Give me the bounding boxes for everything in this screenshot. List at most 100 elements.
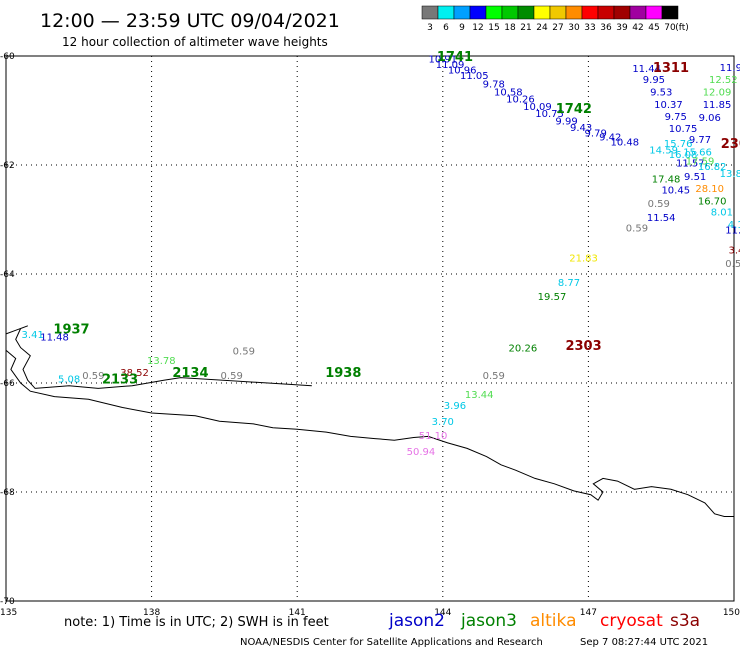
scale-swatch: [645, 5, 663, 20]
wave-height-label: 9.95: [643, 75, 665, 86]
legend-entry-jason3: jason3: [460, 611, 517, 631]
scale-swatch: [565, 5, 583, 20]
wave-height-label: 13.88: [720, 169, 740, 180]
scale-label: 15: [488, 23, 499, 33]
scale-swatch: [453, 5, 471, 20]
wave-height-label: 8.77: [558, 278, 580, 289]
wave-height-label: 10.75: [669, 124, 698, 135]
wave-height-label: 10.09: [523, 102, 552, 113]
scale-swatch: [517, 5, 535, 20]
wave-height-label: 10.75: [535, 109, 564, 120]
wave-height-label: 9.99: [555, 116, 577, 127]
wave-height-label: 11.05: [460, 71, 489, 82]
y-tick-label: -70: [0, 597, 15, 607]
wave-height-label: 15.76: [664, 139, 693, 150]
scale-swatch: [485, 5, 503, 20]
wave-height-label: 28.10: [695, 184, 724, 195]
legend-entry-s3a: s3a: [670, 611, 700, 631]
wave-height-label: 11.57: [676, 158, 705, 169]
scale-label: 36: [600, 23, 612, 33]
chart-subtitle: 12 hour collection of altimeter wave hei…: [62, 35, 328, 49]
scale-label: 3: [427, 23, 433, 33]
scale-label: 27: [552, 23, 563, 33]
scale-swatch: [581, 5, 599, 20]
wave-height-label: 8.01: [711, 207, 733, 218]
wave-height-label: 11.6: [725, 225, 740, 236]
x-tick-label: 144: [434, 608, 451, 618]
scale-swatch: [597, 5, 615, 20]
legend-entry-cryosat: cryosat: [600, 611, 663, 631]
y-tick-label: -62: [0, 161, 15, 171]
scale-swatch: [437, 5, 455, 20]
wave-height-label: 38.52: [120, 368, 149, 379]
grid-lines: [6, 56, 734, 601]
scale-label: 42: [632, 23, 643, 33]
wave-height-label: 50.94: [407, 447, 436, 458]
satellite-legend: jason2 jason3 altika cryosat s3a: [388, 611, 700, 631]
wave-height-label: 11.54: [647, 213, 676, 224]
track-time-label: 2133: [102, 373, 138, 388]
wave-height-label: 10.48: [610, 138, 639, 149]
wave-height-points: 10.9111.0910.9611.059.7810.5810.2610.091…: [22, 55, 740, 458]
wave-height-label: 13.78: [147, 356, 176, 367]
scale-label: 33: [584, 23, 595, 33]
wave-height-label: 12.52: [709, 75, 738, 86]
wave-height-label: 51.10: [419, 431, 448, 442]
scale-label: 39: [616, 23, 628, 33]
wave-height-label: 10.58: [494, 87, 523, 98]
wave-height-label: 3.70: [432, 417, 454, 428]
scale-swatch: [469, 5, 487, 20]
wave-height-label: 9.51: [684, 172, 706, 183]
x-tick-label: 138: [143, 608, 160, 618]
wave-height-label: 0.59: [221, 371, 243, 382]
wave-height-label: 0.59: [648, 199, 670, 210]
track-time-label: 1741: [437, 50, 473, 65]
x-tick-label: 147: [580, 608, 597, 618]
x-tick-label: 135: [0, 608, 17, 618]
wave-height-label: 10.45: [661, 186, 690, 197]
wave-height-label: 10.37: [654, 100, 683, 111]
x-tick-label: 150: [723, 608, 740, 618]
wave-height-label: 17.59: [686, 157, 715, 168]
y-tick-label: -66: [0, 379, 15, 389]
wave-height-label: 0.59: [483, 371, 505, 382]
wave-height-label: 0.59: [626, 224, 648, 235]
wave-height-label: 10.96: [448, 66, 477, 77]
axis-ticks: 135 138 141 144 147 150 -60 -62 -64 -66 -68 -70: [0, 52, 740, 618]
wave-height-label: 11.44: [632, 64, 661, 75]
wave-height-label: 3.4: [728, 245, 740, 256]
track-time-labels: 1741 1742 1311 2302 2303 1938 1937 2134 2133: [53, 50, 740, 388]
generated-timestamp: Sep 7 08:27:44 UTC 2021: [580, 637, 708, 648]
wave-height-label: 16.08: [669, 150, 698, 161]
scale-label: 9: [459, 23, 465, 33]
wave-height-label: 9.42: [599, 133, 621, 144]
y-tick-label: -60: [0, 52, 15, 62]
scale-swatch: [549, 5, 567, 20]
wave-height-label: 20.26: [509, 344, 538, 355]
track-time-label: 1311: [653, 61, 689, 76]
scale-label: 21: [520, 23, 531, 33]
wave-height-label: 0.59: [233, 346, 255, 357]
plot-frame: [5, 55, 735, 602]
wave-height-label: 15.66: [683, 147, 712, 158]
wave-height-label: 16.82: [698, 162, 727, 173]
wave-height-label: 10.26: [506, 95, 535, 106]
wave-height-label: 9.06: [699, 113, 721, 124]
wave-height-label: 17.48: [652, 175, 681, 186]
track-time-label: 2303: [565, 339, 601, 354]
legend-entry-altika: altika: [530, 611, 577, 631]
wave-height-label: 14.59: [649, 146, 678, 157]
scale-label: 70: [664, 23, 676, 33]
wave-height-label: 19.57: [538, 292, 567, 303]
track-time-label: 2302: [721, 137, 740, 152]
scale-label: 6: [443, 23, 449, 33]
wave-height-label: 10.91: [428, 55, 457, 66]
scale-swatch: [501, 5, 519, 20]
wave-height-label: 21.83: [569, 254, 598, 265]
units-note: note: 1) Time is in UTC; 2) SWH is in fe…: [64, 615, 329, 630]
scale-label: 45: [648, 23, 659, 33]
wave-height-label: 16.70: [698, 196, 727, 207]
wave-height-label: 11.85: [703, 100, 732, 111]
scale-label: 12: [472, 23, 483, 33]
